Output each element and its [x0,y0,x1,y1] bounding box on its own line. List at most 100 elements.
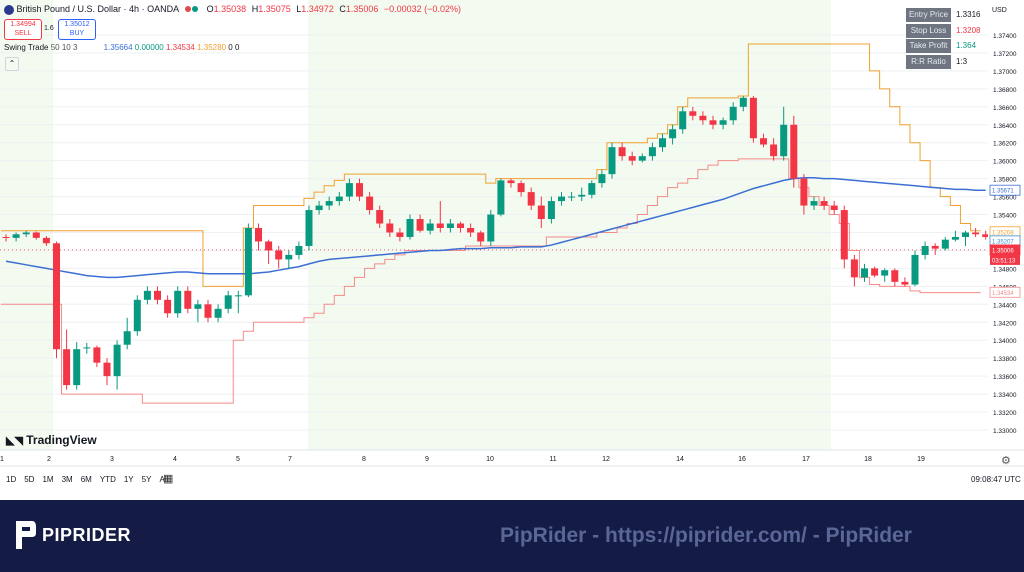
candle-body[interactable] [911,254,919,285]
symbol-title[interactable]: British Pound / U.S. Dollar · 4h · OANDA [16,4,179,14]
candle-body[interactable] [608,147,616,175]
currency-label[interactable]: USD [992,7,1007,14]
candle-body[interactable] [669,129,677,139]
calendar-icon[interactable]: ▦ [163,473,174,485]
range-button-all[interactable]: All [159,475,169,484]
candle-body[interactable] [689,111,697,116]
clock-time[interactable]: 09:08:47 UTC [971,475,1021,484]
candle-body[interactable] [396,232,404,237]
candle-body[interactable] [921,245,929,255]
indicator-legend[interactable]: Swing Trade 50 10 3 1.35664 0.00000 1.34… [4,43,239,52]
candle-body[interactable] [73,349,81,386]
candle-body[interactable] [335,196,343,202]
candle-body[interactable] [709,120,717,125]
candle-body[interactable] [244,228,252,296]
candle-body[interactable] [638,156,646,161]
candle-body[interactable] [628,156,636,161]
candle-body[interactable] [305,210,313,246]
candle-body[interactable] [537,205,545,220]
candle-body[interactable] [154,290,161,300]
price-chart[interactable]: 1.37400 1.37200 1.37000 1.36800 1.36600 1.364… [0,0,1024,500]
candle-body[interactable] [416,219,424,231]
candle-body[interactable] [558,196,565,202]
candle-body[interactable] [800,178,808,206]
candle-body[interactable] [32,232,40,238]
candle-body[interactable] [63,349,71,386]
candle-body[interactable] [356,183,363,197]
range-button-1y[interactable]: 1Y [123,475,134,484]
candle-body[interactable] [426,223,434,231]
candle-body[interactable] [527,192,535,206]
candle-body[interactable] [972,232,980,235]
candle-body[interactable] [42,237,50,244]
candle-body[interactable] [497,180,505,215]
gear-icon[interactable]: ⚙ [1001,455,1011,467]
candle-body[interactable] [467,228,475,233]
chart-area[interactable]: 1.37400 1.37200 1.37000 1.36800 1.36600 1.364… [0,0,1024,500]
candle-body[interactable] [820,201,828,206]
candle-body[interactable] [719,120,727,125]
candle-body[interactable] [659,138,666,148]
candle-body[interactable] [194,304,202,309]
candle-body[interactable] [507,180,515,184]
candle-body[interactable] [224,295,232,309]
candle-body[interactable] [578,194,586,197]
candle-body[interactable] [547,201,555,220]
candle-body[interactable] [406,219,414,237]
candle-body[interactable] [265,241,273,251]
range-button-5y[interactable]: 5Y [141,475,152,484]
candle-body[interactable] [386,223,394,233]
candle-body[interactable] [53,243,60,350]
candle-body[interactable] [164,299,172,314]
candle-body[interactable] [699,115,707,121]
candle-body[interactable] [891,270,899,282]
candle-body[interactable] [325,201,333,206]
candle-body[interactable] [123,331,131,345]
candle-body[interactable] [790,124,798,179]
candle-body[interactable] [214,308,222,318]
candle-body[interactable] [881,270,889,276]
range-button-ytd[interactable]: YTD [99,475,116,484]
candle-body[interactable] [568,196,576,198]
candle-body[interactable] [103,362,111,377]
candle-body[interactable] [477,232,485,242]
buy-button[interactable]: 1.35012 BUY [58,19,96,40]
candle-body[interactable] [376,210,384,224]
candle-body[interactable] [931,245,939,249]
candle-body[interactable] [840,210,848,260]
candle-body[interactable] [174,290,182,314]
candle-body[interactable] [234,295,242,297]
candle-body[interactable] [487,214,495,242]
candle-body[interactable] [184,290,192,309]
candle-body[interactable] [446,223,454,228]
candle-body[interactable] [113,344,121,377]
candle-body[interactable] [275,250,283,260]
candle-body[interactable] [133,299,141,332]
candle-body[interactable] [83,347,91,349]
candle-body[interactable] [871,268,879,276]
candle-body[interactable] [315,205,323,211]
candle-body[interactable] [285,254,293,260]
range-button-1m[interactable]: 1M [42,475,54,484]
sell-button[interactable]: 1.34994 SELL [4,19,42,40]
candle-body[interactable] [739,97,747,107]
range-button-6m[interactable]: 6M [80,475,92,484]
candle-body[interactable] [143,290,151,300]
candle-body[interactable] [830,205,838,211]
candle-body[interactable] [204,304,212,318]
candle-body[interactable] [648,147,656,157]
candle-body[interactable] [618,147,626,157]
candle-body[interactable] [12,234,20,238]
range-button-5d[interactable]: 5D [24,475,35,484]
candle-body[interactable] [2,236,10,238]
candle-body[interactable] [598,174,606,184]
candle-body[interactable] [93,347,101,363]
candle-body[interactable] [22,232,30,235]
range-button-3m[interactable]: 3M [61,475,73,484]
collapse-chevron-icon[interactable]: ⌃ [5,57,19,71]
range-button-1d[interactable]: 1D [6,475,17,484]
candle-body[interactable] [729,106,737,121]
candle-body[interactable] [366,196,374,211]
candle-body[interactable] [962,232,969,237]
candle-body[interactable] [749,97,757,139]
